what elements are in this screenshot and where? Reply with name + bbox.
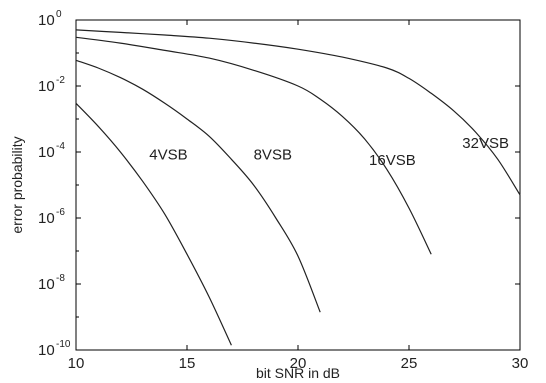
series-line-16vsb bbox=[75, 36, 432, 255]
x-tick-label: 25 bbox=[401, 355, 418, 372]
y-tick-label-exponent: -10 bbox=[56, 339, 71, 350]
plot-area-frame bbox=[75, 19, 521, 351]
y-tick-label-base: 10 bbox=[38, 276, 55, 293]
y-tick-label-exponent: -8 bbox=[56, 273, 65, 284]
y-tick-label-base: 10 bbox=[38, 342, 55, 359]
y-tick-label-base: 10 bbox=[38, 78, 55, 95]
series-label-16vsb: 16VSB bbox=[369, 152, 416, 169]
y-tick-label-exponent: -4 bbox=[56, 141, 65, 152]
series-line-8vsb bbox=[75, 59, 321, 313]
y-tick-label-base: 10 bbox=[38, 12, 55, 29]
series-lines bbox=[75, 29, 521, 346]
series-label-4vsb: 4VSB bbox=[149, 146, 187, 163]
x-tick-label: 30 bbox=[512, 355, 529, 372]
x-tick-label: 15 bbox=[179, 355, 196, 372]
x-tick-label: 20 bbox=[290, 355, 307, 372]
series-line-4vsb bbox=[75, 102, 232, 346]
series-labels: 4VSB 8VSB 16VSB 32VSB bbox=[149, 135, 509, 169]
x-axis-label: bit SNR in dB bbox=[256, 365, 340, 381]
series-label-8vsb: 8VSB bbox=[254, 146, 292, 163]
y-tick-label-exponent: -6 bbox=[56, 207, 65, 218]
y-tick-label-base: 10 bbox=[38, 144, 55, 161]
x-axis-ticks: 10 15 20 25 30 bbox=[68, 20, 529, 372]
y-tick-label-base: 10 bbox=[38, 210, 55, 227]
series-label-32vsb: 32VSB bbox=[462, 135, 509, 152]
y-axis-label: error probability bbox=[9, 136, 25, 233]
y-tick-label-exponent: -2 bbox=[56, 75, 65, 86]
series-line-32vsb bbox=[75, 29, 521, 196]
y-tick-label-exponent: 0 bbox=[56, 9, 62, 20]
x-tick-label: 10 bbox=[68, 355, 85, 372]
